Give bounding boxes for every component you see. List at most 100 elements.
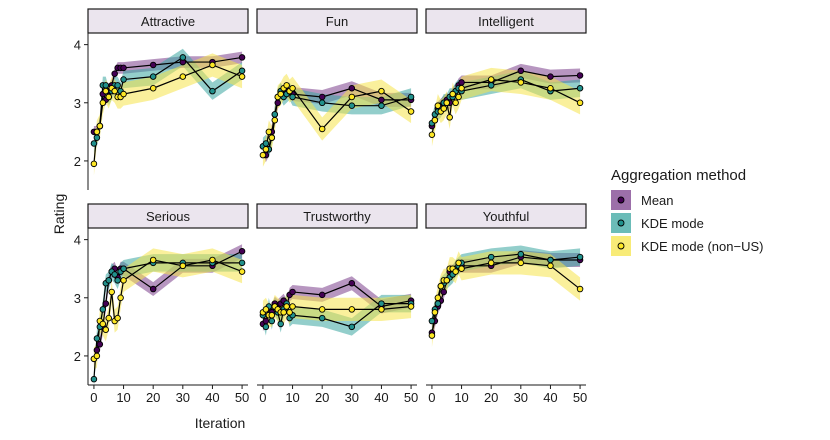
point-attractive-0-20 [149,61,157,69]
point-serious-0-4 [102,300,110,307]
point-serious-2-40 [209,256,216,264]
point-intelligent-2-9 [455,93,462,101]
band-youthful-2 [431,251,581,348]
point-serious-1-5 [105,277,112,284]
point-trustworthy-2-8 [283,303,290,310]
point-serious-2-4 [102,326,110,334]
x-tick-label-trustworthy-50: 50 [404,390,418,405]
point-attractive-1-8 [114,82,121,89]
point-intelligent-2-40 [547,84,554,92]
strip-label-attractive: Attractive [141,14,195,29]
point-attractive-1-20 [149,73,157,80]
point-fun-1-4 [271,111,279,118]
point-attractive-2-50 [238,73,246,80]
point-trustworthy-2-30 [348,306,356,313]
point-fun-0-30 [348,84,356,92]
point-serious-0-1 [93,346,101,354]
point-intelligent-2-0 [428,131,436,139]
point-youthful-1-40 [547,256,554,264]
point-serious-2-10 [120,277,127,284]
point-intelligent-2-4 [440,105,448,112]
point-trustworthy-2-20 [318,306,326,313]
legend-label-0: Mean [641,193,674,208]
point-trustworthy-1-40 [378,300,385,307]
point-serious-2-30 [179,262,187,270]
point-intelligent-0-10 [458,79,465,86]
point-youthful-2-20 [487,259,495,267]
x-tick-label-serious-0: 0 [90,390,97,405]
band-serious-2 [93,248,243,371]
point-fun-1-20 [318,99,326,107]
point-serious-2-9 [117,294,124,302]
strip-label-fun: Fun [326,14,348,29]
y-tick-label-serious-4: 4 [74,233,81,248]
x-tick-label-youthful-20: 20 [484,390,498,405]
point-attractive-2-2 [96,122,104,130]
point-youthful-0-4 [440,288,448,296]
point-attractive-1-50 [238,67,246,75]
point-fun-2-50 [407,108,415,115]
y-tick-label-attractive-2: 2 [74,154,81,169]
point-youthful-2-3 [437,282,445,290]
point-fun-2-40 [378,87,385,95]
point-attractive-1-0 [90,140,98,147]
point-serious-1-10 [120,265,127,272]
legend-title: Aggregation method [611,167,746,184]
point-youthful-2-2 [434,294,442,302]
point-youthful-2-9 [455,259,462,267]
x-tick-label-serious-30: 30 [176,390,190,405]
band-attractive-2 [93,53,243,176]
point-trustworthy-1-20 [318,314,326,322]
point-attractive-2-0 [90,160,98,168]
x-tick-label-trustworthy-0: 0 [259,390,266,405]
point-serious-0-20 [149,285,157,293]
strip-label-youthful: Youthful [483,209,530,224]
point-attractive-2-3 [99,99,107,107]
point-intelligent-2-7 [449,90,456,98]
point-intelligent-2-6 [446,114,453,121]
point-fun-1-10 [289,93,296,101]
band-trustworthy-2 [262,294,412,327]
legend-point-2 [617,242,625,250]
strip-intelligent [425,8,587,34]
point-fun-1-30 [348,102,356,109]
point-intelligent-2-2 [434,102,442,109]
x-axis-title: Iteration [195,415,246,431]
point-youthful-2-8 [452,268,459,275]
point-trustworthy-1-6 [277,320,284,328]
point-trustworthy-0-30 [348,279,356,287]
legend: Aggregation method Mean KDE mode KDE mode … [611,167,763,256]
point-fun-2-30 [348,93,356,101]
point-attractive-2-10 [120,90,127,98]
point-fun-1-1 [262,140,270,147]
point-intelligent-2-1 [431,116,439,124]
point-intelligent-2-8 [452,99,459,107]
point-youthful-2-5 [443,277,450,284]
y-tick-label-attractive-4: 4 [74,38,81,53]
point-fun-2-6 [277,90,284,98]
panel-fun: Fun [256,8,418,167]
strip-fun [256,8,418,34]
point-youthful-2-50 [576,285,584,293]
point-attractive-1-4 [102,82,110,89]
strip-label-trustworthy: Trustworthy [303,209,371,224]
point-intelligent-2-50 [576,99,584,107]
point-fun-1-50 [407,93,415,101]
panels-layer: Attractive Fun Intelligent Serious Trustwort… [87,8,587,388]
panel-intelligent: Intelligent [425,8,587,147]
x-tick-label-youthful-40: 40 [543,390,557,405]
y-tick-label-attractive-3: 3 [74,96,81,111]
band-trustworthy-0 [262,276,412,331]
point-fun-2-0 [259,151,267,159]
point-attractive-2-5 [105,93,112,101]
point-serious-2-8 [114,314,121,322]
point-intelligent-2-20 [487,76,495,83]
y-tick-label-serious-2: 2 [74,349,81,364]
point-youthful-1-20 [487,253,495,261]
x-tick-label-youthful-10: 10 [454,390,468,405]
panel-trustworthy: Trustworthy [256,203,418,336]
point-serious-2-20 [149,256,157,264]
point-serious-1-3 [99,306,107,313]
point-trustworthy-1-30 [348,323,356,331]
point-attractive-0-50 [238,54,246,61]
